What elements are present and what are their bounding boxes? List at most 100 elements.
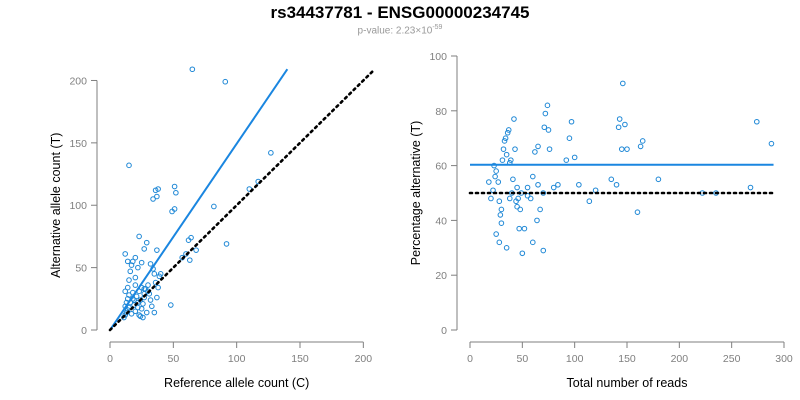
y-tick-label: 100 (429, 51, 447, 63)
y-tick-label: 0 (81, 325, 87, 337)
data-point (157, 271, 164, 277)
data-point (133, 293, 140, 300)
data-point (618, 146, 625, 152)
y-tick-label: 80 (435, 106, 447, 118)
data-point (147, 261, 154, 267)
data-point (535, 181, 541, 188)
data-point (568, 118, 575, 125)
data-point (535, 143, 541, 150)
fit-line (109, 68, 289, 331)
y-tick-label: 20 (435, 270, 447, 282)
data-point (223, 241, 230, 247)
data-point (193, 247, 199, 253)
data-point (639, 138, 646, 144)
data-point (514, 184, 520, 191)
data-point (615, 124, 622, 131)
data-point (541, 124, 548, 131)
x-tick-label: 50 (167, 353, 179, 365)
data-point (504, 129, 511, 136)
y-tick-label: 60 (435, 161, 447, 173)
data-point (493, 168, 499, 174)
data-point (154, 294, 160, 301)
data-point (566, 135, 573, 141)
data-point (132, 308, 139, 315)
data-point (544, 102, 551, 109)
data-point (151, 271, 158, 277)
data-point (524, 184, 531, 191)
data-point (586, 198, 593, 205)
data-point (138, 305, 145, 312)
data-point (634, 209, 641, 215)
data-point (637, 143, 644, 150)
data-point (488, 195, 494, 202)
data-point (511, 116, 517, 122)
x-axis-label: Reference allele count (C) (164, 376, 309, 390)
data-point (141, 286, 147, 292)
x-tick-label: 200 (355, 353, 373, 365)
data-point (124, 284, 131, 291)
y-tick-label: 100 (69, 200, 87, 212)
x-tick-label: 50 (516, 353, 528, 365)
data-point (530, 173, 536, 180)
data-point (624, 146, 630, 152)
data-point (154, 247, 160, 253)
data-point (540, 247, 547, 254)
data-point (137, 313, 144, 320)
data-point (136, 312, 142, 318)
data-point (136, 233, 142, 240)
data-point (517, 206, 524, 213)
data-point (503, 151, 510, 158)
y-tick-label: 50 (75, 263, 87, 275)
chart-subtitle: p-value: 2.23×10-59 (0, 24, 800, 36)
data-point (496, 198, 503, 205)
data-point (147, 297, 154, 303)
data-point (132, 254, 139, 261)
x-tick-label: 200 (671, 353, 689, 365)
data-point (149, 303, 155, 310)
data-point (151, 309, 158, 316)
data-point (613, 181, 620, 188)
x-tick-label: 0 (467, 353, 473, 365)
data-point (576, 181, 582, 188)
data-point (508, 157, 514, 163)
data-point (616, 116, 623, 122)
x-tick-label: 150 (618, 353, 636, 365)
data-point (519, 250, 526, 257)
data-point (132, 282, 139, 288)
data-point (502, 135, 509, 141)
data-point (515, 195, 521, 202)
data-point (527, 195, 534, 202)
x-tick-label: 250 (723, 353, 741, 365)
data-point (542, 110, 549, 117)
data-point (620, 80, 626, 87)
data-point (622, 121, 628, 128)
data-point (546, 146, 553, 152)
data-point (499, 157, 506, 163)
y-tick-label: 150 (69, 138, 87, 150)
data-point (126, 277, 132, 283)
data-point (495, 179, 502, 185)
data-point (486, 179, 492, 185)
data-point (189, 66, 196, 73)
data-point (141, 246, 147, 252)
y-tick-label: 40 (435, 215, 447, 227)
data-point (145, 282, 151, 288)
data-point (188, 234, 194, 241)
chart-title: rs34437781 - ENSG00000234745 (270, 3, 530, 22)
data-point (171, 206, 178, 212)
y-axis-label: Percentage alternative (T) (409, 121, 423, 266)
data-point (143, 309, 150, 316)
data-point (512, 146, 518, 152)
data-point (530, 239, 536, 246)
data-point (171, 183, 178, 190)
data-point (122, 288, 128, 295)
data-point (503, 245, 510, 251)
data-point (154, 193, 160, 200)
data-point (155, 284, 161, 291)
data-point (500, 146, 507, 152)
data-point (608, 176, 615, 183)
x-tick-label: 0 (107, 353, 113, 365)
data-point (524, 192, 531, 199)
data-point (187, 257, 193, 263)
data-point (126, 292, 132, 298)
